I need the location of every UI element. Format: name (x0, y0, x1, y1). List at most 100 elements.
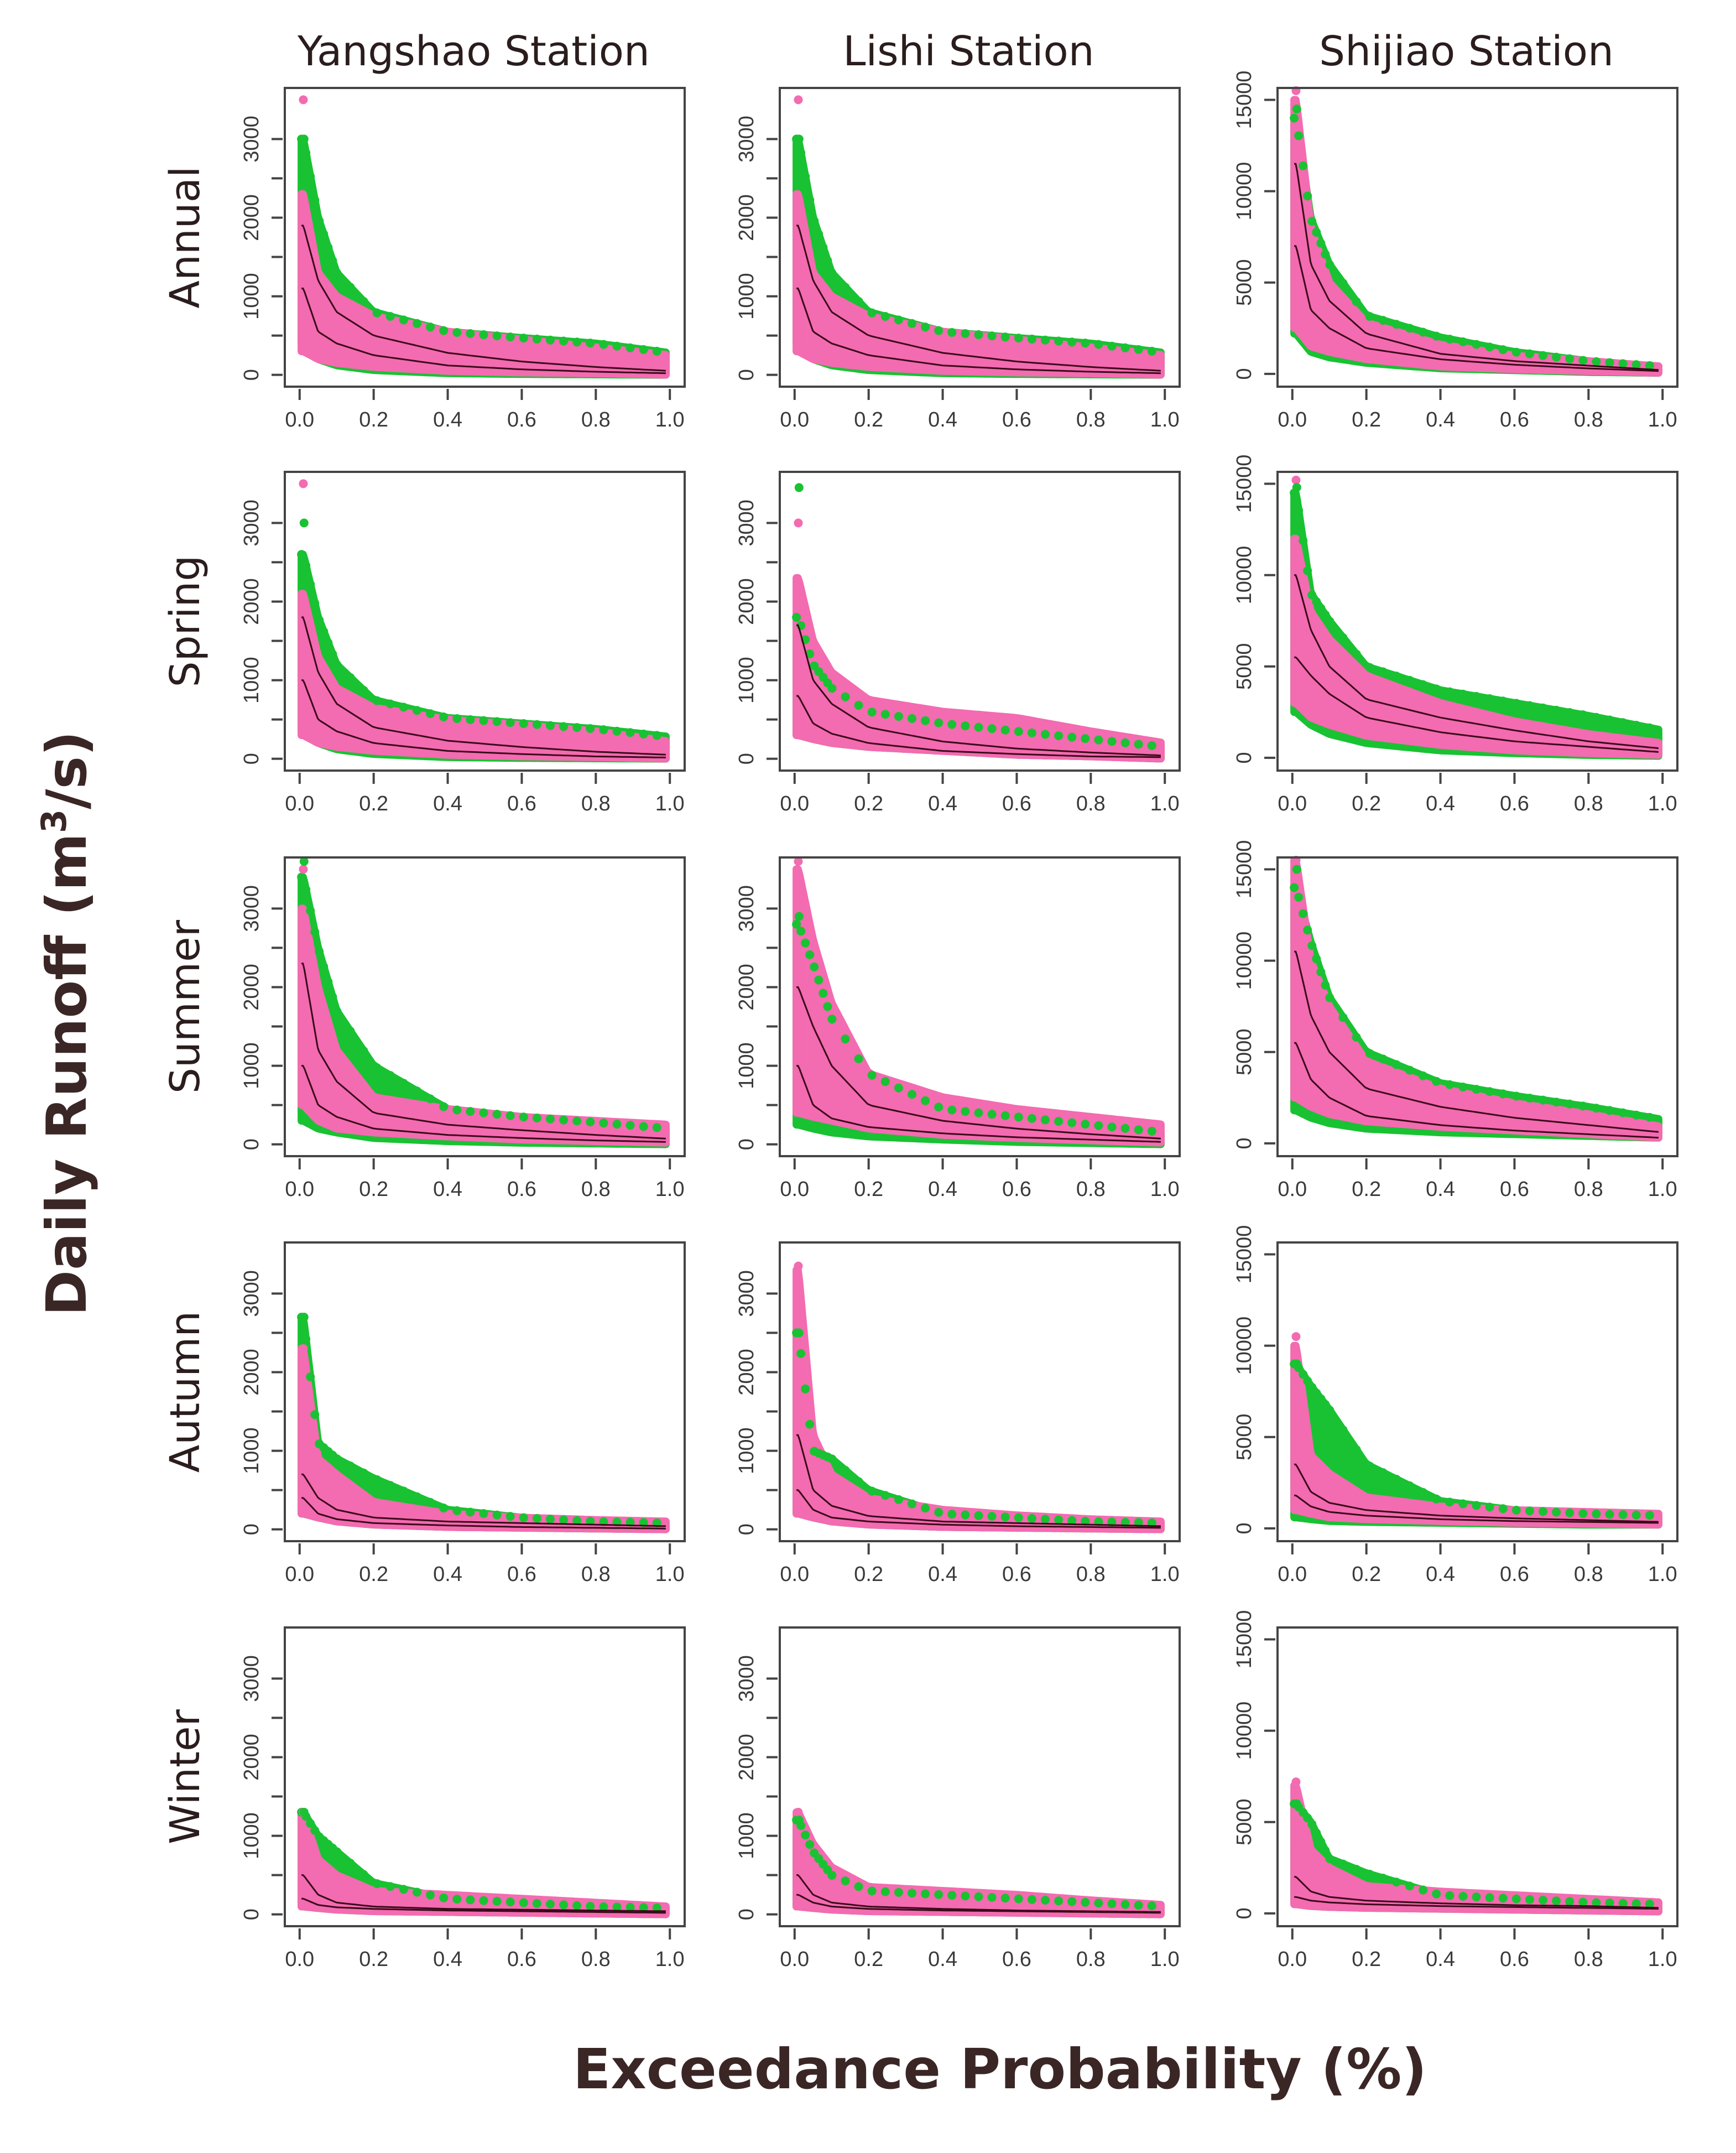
green-point (1067, 1516, 1077, 1525)
green-point (987, 1511, 997, 1521)
green-peak-point (794, 134, 804, 144)
y-axis-label-end: /s) (34, 731, 99, 809)
green-point (652, 1123, 661, 1132)
median-line (796, 1489, 1161, 1529)
green-point (1027, 334, 1036, 344)
green-point (324, 243, 333, 252)
green-point (332, 1007, 342, 1016)
green-point (1120, 1517, 1130, 1527)
green-point (1120, 738, 1130, 747)
y-tick-label: 15000 (1233, 840, 1256, 899)
panel-winter-0: 0.0 0.2 0.4 0.6 0.8 1.0 0 1000 2000 3000 (240, 1626, 686, 1971)
green-point (1107, 341, 1117, 351)
green-point (1014, 334, 1023, 343)
green-point (841, 1465, 850, 1475)
green-point (399, 1486, 408, 1496)
panel-grid: Yangshao Station Lishi Station Shijiao Sta… (161, 28, 1678, 1971)
green-point (612, 726, 622, 736)
x-tick-label: 0.6 (1002, 792, 1031, 815)
green-point (1552, 705, 1561, 715)
green-point (934, 718, 943, 727)
panel-winter-1: 0.0 0.2 0.4 0.6 0.8 1.0 0 1000 2000 3000 (735, 1626, 1181, 1971)
median-line (796, 225, 1161, 372)
x-tick-label: 0.2 (359, 792, 388, 815)
green-point (1081, 1897, 1090, 1907)
panel-frame (779, 1241, 1181, 1542)
green-point (1290, 113, 1299, 123)
x-tick-label: 0.8 (1076, 1948, 1106, 1971)
panel-annual-0: 0.0 0.2 0.4 0.6 0.8 1.0 0 1000 2000 3000 (240, 87, 686, 431)
green-point (1321, 1846, 1330, 1855)
green-point (1299, 536, 1308, 545)
green-point (359, 1046, 368, 1055)
green-point (854, 1054, 863, 1063)
green-point (652, 1518, 661, 1527)
green-point (801, 1384, 810, 1393)
green-point (1391, 320, 1401, 329)
green-point (894, 712, 903, 721)
green-point (532, 1514, 541, 1523)
x-tick-label: 0.6 (1500, 1178, 1529, 1201)
green-point (625, 1121, 635, 1130)
green-point (1378, 316, 1388, 325)
green-point (586, 1901, 595, 1911)
green-point (586, 339, 595, 348)
y-tick-label: 3000 (735, 116, 758, 163)
green-point (1147, 741, 1156, 750)
green-point (827, 1870, 837, 1880)
x-tick-label: 0.6 (1002, 408, 1031, 431)
green-point (412, 319, 421, 328)
green-point (1472, 691, 1481, 701)
green-point (1307, 941, 1317, 950)
green-point (1365, 311, 1374, 321)
x-tick-label: 0.8 (1076, 792, 1106, 815)
green-point (1578, 710, 1588, 720)
x-tick-label: 0.2 (1352, 1178, 1381, 1201)
panel-spring-0: 0.0 0.2 0.4 0.6 0.8 1.0 0 1000 2000 3000 (240, 471, 686, 815)
green-point (639, 1122, 648, 1131)
green-point (921, 1504, 930, 1513)
green-point (921, 716, 930, 725)
green-point (479, 330, 488, 340)
pink-series-band (298, 904, 670, 1147)
green-point (412, 1086, 421, 1096)
green-point (1040, 1515, 1050, 1524)
green-point (1578, 356, 1588, 365)
median-line (796, 1894, 1161, 1914)
y-tick-label: 15000 (1233, 71, 1256, 129)
green-point (880, 710, 890, 719)
green-point (1338, 1425, 1348, 1434)
green-peak-point (299, 1313, 309, 1322)
green-point (894, 315, 903, 325)
y-tick-label: 0 (1233, 1907, 1256, 1919)
pink-series-band (298, 1344, 670, 1533)
x-tick-label: 0.4 (433, 1178, 462, 1201)
green-point (599, 1902, 608, 1911)
green-point (306, 1819, 315, 1828)
x-tick-label: 0.8 (1076, 1563, 1106, 1586)
green-point (385, 311, 395, 321)
green-point (625, 1902, 635, 1912)
green-point (1107, 1899, 1117, 1908)
column-title: Shijiao Station (1319, 28, 1614, 75)
median-line (301, 225, 666, 372)
green-point (545, 1515, 555, 1524)
green-point (1565, 1897, 1575, 1906)
median-line (1294, 656, 1659, 753)
green-point (1303, 1813, 1312, 1823)
green-point (652, 346, 661, 356)
y-tick-label: 1000 (735, 1812, 758, 1859)
x-tick-label: 0.6 (507, 408, 536, 431)
green-point (572, 723, 582, 732)
green-point (1081, 734, 1090, 743)
green-point (319, 627, 329, 636)
green-point (1014, 1894, 1023, 1904)
green-point (810, 216, 819, 226)
green-point (346, 1859, 355, 1868)
y-tick-label: 1000 (735, 1427, 758, 1474)
green-point (306, 171, 315, 181)
green-point (1445, 1080, 1455, 1089)
pink-series-band (298, 1808, 670, 1918)
x-tick-label: 0.8 (1076, 408, 1106, 431)
